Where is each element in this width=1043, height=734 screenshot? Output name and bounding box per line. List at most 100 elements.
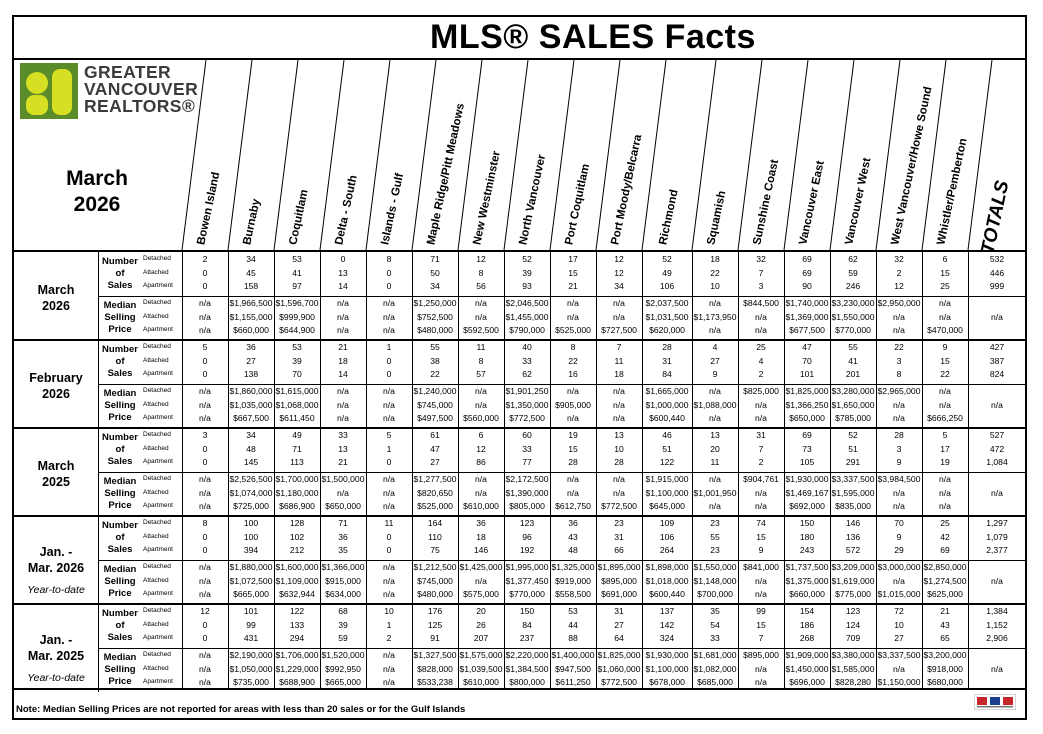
table-cell: $1,274,500: [923, 575, 967, 586]
table-cell: 122: [659, 457, 675, 467]
table-cell: $1,035,000: [229, 399, 273, 410]
metric-label-line: Price: [108, 588, 132, 599]
table-cell: 74: [756, 518, 766, 528]
table-cell: n/a: [337, 298, 349, 308]
table-cell: n/a: [383, 399, 395, 410]
table-cell: $480,000: [417, 589, 453, 599]
metric-label-line: Median: [103, 476, 137, 487]
table-cell: $1,737,500: [785, 562, 829, 572]
table-cell: 13: [338, 267, 348, 278]
table-cell: $1,250,000: [413, 298, 457, 308]
table-cell: 86: [476, 457, 486, 467]
table-cell: 11: [710, 457, 720, 467]
table-cell: $785,000: [835, 413, 871, 423]
property-type-label: Detached: [143, 387, 171, 394]
table-cell: $1,650,000: [831, 399, 875, 410]
table-cell: 164: [427, 518, 443, 528]
table-cell: 15: [940, 267, 950, 278]
table-cell: 47: [430, 443, 440, 454]
table-cell: $1,898,000: [645, 562, 689, 572]
table-cell: 55: [710, 531, 720, 542]
table-cell: 31: [662, 355, 672, 366]
column-divider: [784, 250, 785, 688]
table-cell: 142: [659, 619, 675, 630]
table-cell: 0: [202, 267, 208, 278]
table-cell: n/a: [991, 399, 1003, 410]
table-cell: n/a: [893, 325, 905, 335]
table-cell: $1,595,000: [831, 487, 875, 498]
table-cell: 9: [712, 369, 718, 379]
metric-label-line: Sales: [107, 368, 133, 379]
table-cell: $820,650: [417, 487, 453, 498]
table-cell: 34: [614, 281, 624, 291]
table-cell: 1,384: [986, 606, 1008, 616]
table-cell: $1,740,000: [785, 298, 829, 308]
metric-label-line: Sales: [107, 544, 133, 555]
table-cell: $610,000: [463, 677, 499, 687]
table-cell: 39: [292, 355, 302, 366]
metric-label-line: Selling: [104, 664, 136, 675]
table-cell: $1,039,500: [459, 663, 503, 674]
table-cell: n/a: [567, 386, 579, 396]
table-cell: n/a: [383, 663, 395, 674]
table-cell: $772,500: [509, 413, 545, 423]
table-cell: 246: [845, 281, 861, 291]
table-cell: 4: [712, 342, 718, 352]
table-cell: n/a: [939, 311, 951, 322]
table-cell: 106: [659, 531, 675, 542]
table-cell: $2,850,000: [923, 562, 967, 572]
table-cell: 49: [662, 267, 672, 278]
table-cell: n/a: [567, 311, 579, 322]
table-cell: $772,500: [601, 501, 637, 511]
table-cell: n/a: [199, 298, 211, 308]
table-cell: $825,000: [743, 386, 779, 396]
table-cell: $3,380,000: [831, 650, 875, 660]
table-cell: 8: [202, 518, 208, 528]
table-cell: n/a: [755, 399, 767, 410]
table-cell: 77: [522, 457, 532, 467]
table-cell: 43: [940, 619, 950, 630]
table-cell: n/a: [383, 501, 395, 511]
table-cell: 35: [710, 606, 720, 616]
table-cell: 46: [662, 430, 672, 440]
table-cell: $1,212,500: [413, 562, 457, 572]
number-of-sales-label: Number of Sales: [100, 520, 140, 556]
table-cell: 52: [662, 254, 672, 264]
table-cell: $1,018,000: [645, 575, 689, 586]
number-of-sales-label: Number of Sales: [100, 432, 140, 468]
group-divider: [12, 603, 1027, 605]
table-cell: $3,209,000: [831, 562, 875, 572]
table-cell: 91: [430, 633, 440, 643]
table-cell: 15: [568, 267, 578, 278]
median-price-label: Median Selling Price: [100, 300, 140, 336]
column-divider: [504, 250, 505, 688]
table-cell: n/a: [893, 501, 905, 511]
table-cell: 32: [756, 254, 766, 264]
table-cell: 51: [662, 443, 672, 454]
table-cell: $992,950: [325, 663, 361, 674]
table-cell: 21: [568, 281, 578, 291]
table-cell: 36: [568, 518, 578, 528]
property-type-label: Detached: [143, 651, 171, 658]
table-cell: 66: [614, 545, 624, 555]
table-cell: 123: [519, 518, 535, 528]
table-cell: $2,046,500: [505, 298, 549, 308]
period-label: February 2026: [14, 370, 98, 402]
table-cell: n/a: [475, 399, 487, 410]
report-title: MLS® SALES Facts: [430, 18, 756, 56]
table-cell: 33: [338, 430, 348, 440]
table-cell: 122: [289, 606, 305, 616]
table-cell: 12: [614, 267, 624, 278]
table-cell: 25: [940, 281, 950, 291]
table-cell: n/a: [893, 399, 905, 410]
period-label-line: February: [29, 371, 83, 385]
table-cell: 53: [292, 254, 302, 264]
period-title: March 2026: [24, 166, 170, 218]
table-cell: 7: [616, 342, 622, 352]
metric-label-line: of: [115, 444, 125, 455]
table-cell: $686,900: [279, 501, 315, 511]
title-divider: [12, 58, 1027, 60]
table-cell: 39: [338, 619, 348, 630]
table-cell: $1,060,000: [597, 663, 641, 674]
table-cell: 23: [710, 518, 720, 528]
